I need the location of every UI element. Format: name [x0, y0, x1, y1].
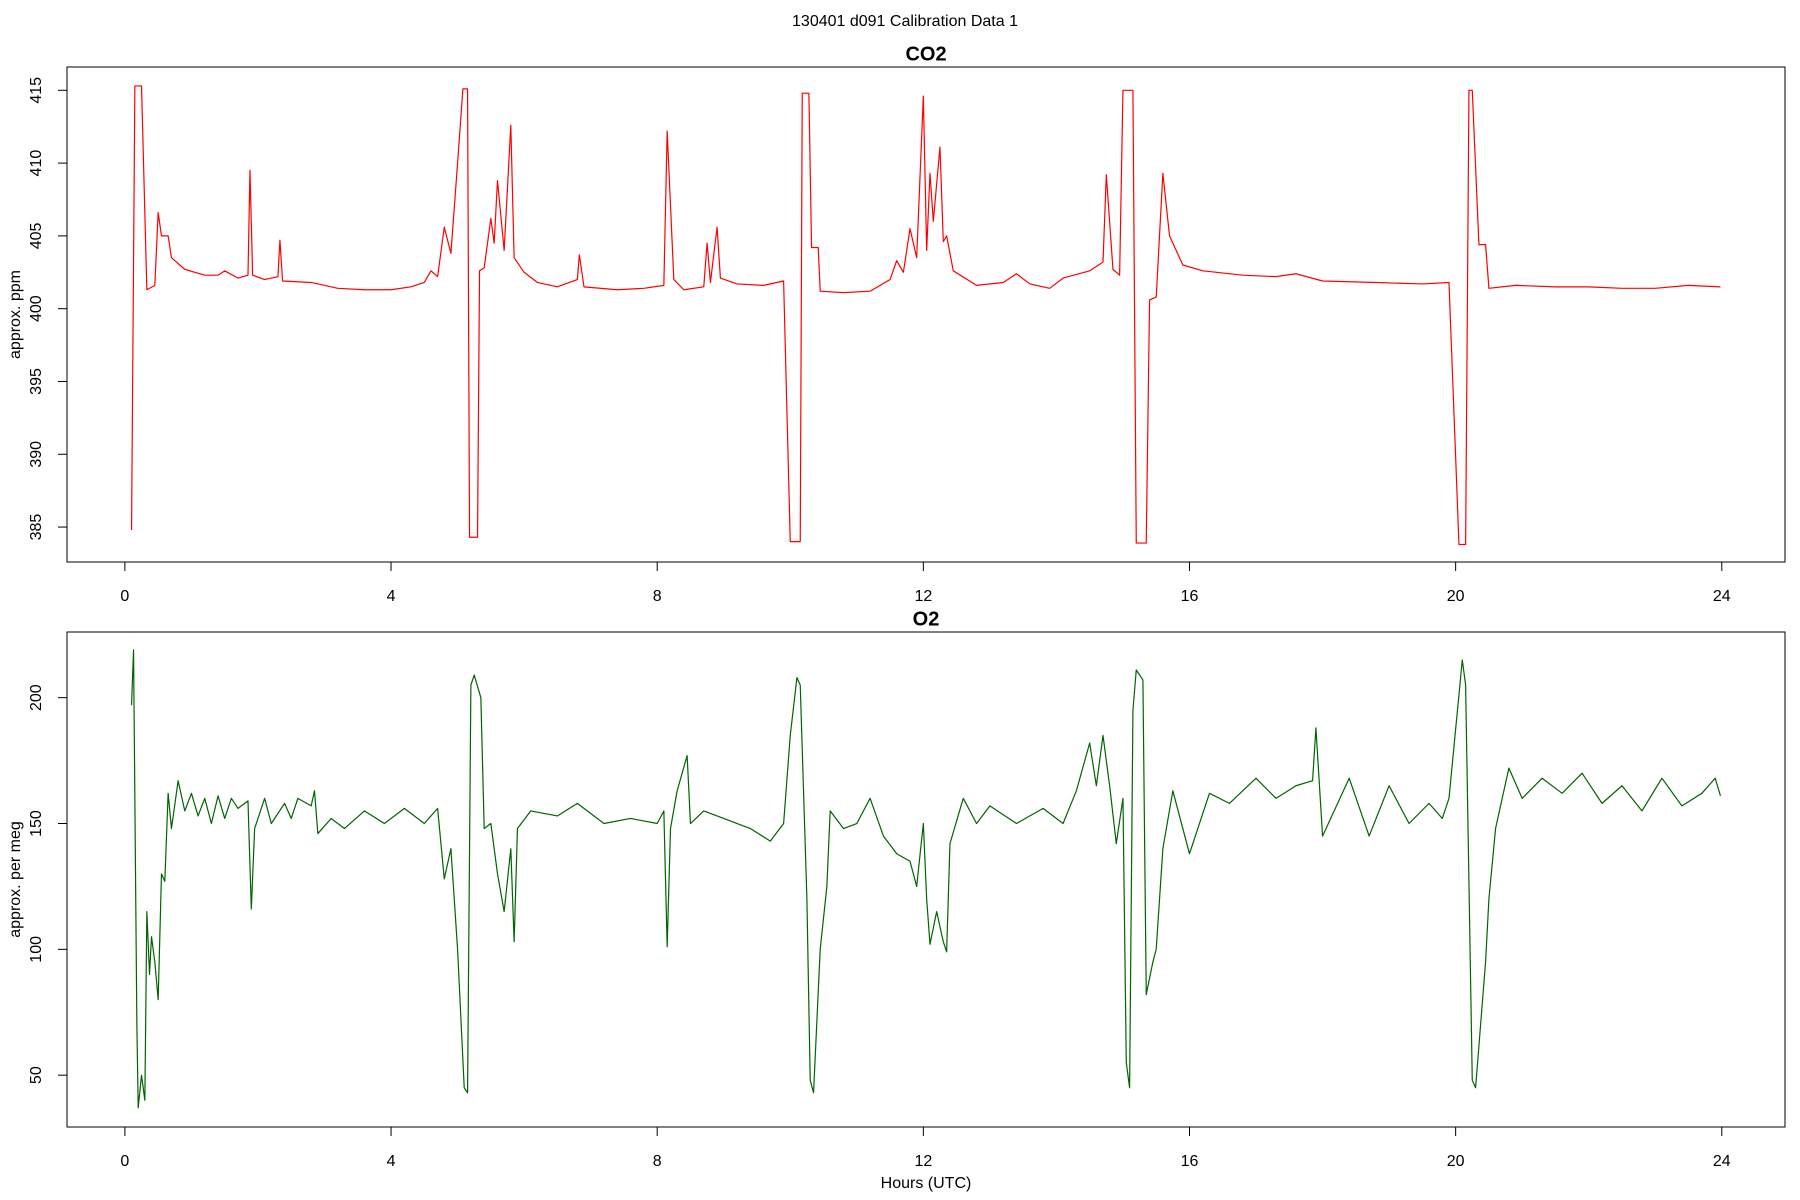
data-line	[130, 649, 1722, 1109]
chart-title: CO2	[905, 43, 946, 65]
y-tick-label: 405	[28, 222, 45, 249]
plot-frame	[66, 66, 1786, 563]
x-tick-label: 12	[914, 588, 932, 605]
x-tick-label: 0	[120, 1153, 129, 1170]
y-axis-label: approx. per meg	[7, 821, 24, 938]
y-tick-label: 410	[28, 150, 45, 177]
x-tick-label: 16	[1181, 588, 1199, 605]
x-tick-label: 12	[914, 1153, 932, 1170]
y-tick-label: 385	[28, 514, 45, 541]
x-tick-label: 8	[653, 588, 662, 605]
page-title: 130401 d091 Calibration Data 1	[792, 13, 1018, 30]
y-tick-label: 400	[28, 295, 45, 322]
x-tick-label: 24	[1713, 588, 1731, 605]
y-tick-label: 395	[28, 368, 45, 395]
y-axis-label: approx. ppm	[7, 270, 24, 359]
plot-frame	[66, 631, 1786, 1128]
x-tick-label: 20	[1447, 588, 1465, 605]
y-tick-label: 50	[28, 1066, 45, 1084]
x-tick-label: 4	[387, 1153, 396, 1170]
x-tick-label: 24	[1713, 1153, 1731, 1170]
x-tick-label: 8	[653, 1153, 662, 1170]
data-line	[130, 85, 1721, 546]
chart-title: O2	[913, 608, 940, 630]
y-tick-label: 150	[28, 810, 45, 837]
y-tick-label: 100	[28, 936, 45, 963]
x-tick-label: 16	[1181, 1153, 1199, 1170]
x-tick-label: 0	[120, 588, 129, 605]
x-tick-label: 20	[1447, 1153, 1465, 1170]
y-tick-label: 415	[28, 77, 45, 104]
x-tick-label: 4	[387, 588, 396, 605]
x-axis-label: Hours (UTC)	[881, 1175, 972, 1192]
y-tick-label: 390	[28, 441, 45, 468]
y-tick-label: 200	[28, 684, 45, 711]
